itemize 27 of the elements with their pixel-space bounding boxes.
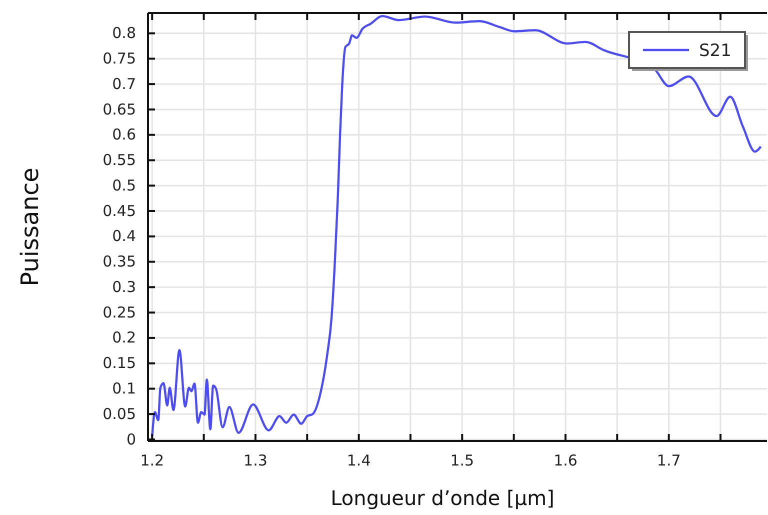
x-axis-title: Longueur d’onde [μm] (330, 486, 554, 510)
y-tick-label: 0.8 (112, 24, 136, 42)
line-series (151, 14, 762, 438)
x-tick-label: 1.7 (656, 452, 681, 470)
y-tick-label: 0.3 (112, 278, 136, 296)
y-tick-label: 0.05 (102, 404, 136, 423)
y-tick-label: 0.6 (112, 126, 136, 144)
y-tick-label: 0.1 (112, 380, 136, 398)
x-tick-label: 1.2 (140, 452, 164, 470)
y-tick-label: 0 (126, 430, 136, 448)
y-tick-label: 0.7 (112, 74, 136, 93)
y-tick-label: 0.65 (102, 100, 136, 118)
y-tick-label: 0.5 (112, 176, 136, 194)
x-tick-label: 1.3 (244, 452, 268, 470)
y-tick-label: 0.2 (112, 328, 136, 347)
y-tick-label: 0.75 (102, 49, 136, 68)
y-tick-label: 0.45 (102, 202, 136, 220)
y-tick-label: 0.4 (112, 227, 136, 246)
y-tick-label: 0.25 (102, 303, 136, 322)
y-tick-label: 0.35 (102, 252, 136, 271)
legend-label: S21 (699, 41, 732, 61)
x-tick-label: 1.5 (450, 452, 474, 470)
y-tick-label: 0.15 (102, 354, 136, 372)
y-tick-label: 0.55 (102, 151, 136, 170)
x-tick-label: 1.4 (346, 452, 371, 470)
x-tick-label: 1.6 (554, 452, 578, 470)
y-axis-title: Puissance (16, 168, 44, 286)
